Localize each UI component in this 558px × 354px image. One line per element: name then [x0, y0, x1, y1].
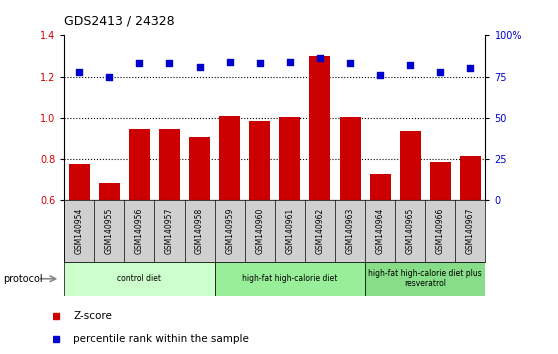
Bar: [69, 164, 90, 200]
Text: GSM140954: GSM140954: [75, 208, 84, 254]
Bar: [219, 116, 240, 200]
Bar: [365, 262, 485, 296]
Text: GSM140962: GSM140962: [315, 208, 324, 254]
Text: GSM140955: GSM140955: [105, 208, 114, 254]
Text: GSM140967: GSM140967: [466, 208, 475, 254]
Bar: [310, 56, 330, 200]
Point: [256, 61, 264, 66]
Bar: [215, 262, 365, 296]
Text: GSM140964: GSM140964: [376, 208, 384, 254]
Bar: [400, 131, 421, 200]
Text: GDS2413 / 24328: GDS2413 / 24328: [64, 14, 175, 27]
Text: GSM140960: GSM140960: [255, 208, 264, 254]
Text: GSM140961: GSM140961: [285, 208, 295, 254]
Bar: [249, 121, 270, 200]
Point: [165, 61, 174, 66]
Text: high-fat high-calorie diet plus
resveratrol: high-fat high-calorie diet plus resverat…: [368, 269, 482, 289]
Text: GSM140963: GSM140963: [345, 208, 354, 254]
Point: [345, 61, 354, 66]
Bar: [339, 117, 360, 200]
Text: GSM140966: GSM140966: [436, 208, 445, 254]
Text: Z-score: Z-score: [73, 310, 112, 321]
Bar: [430, 162, 451, 200]
Bar: [159, 129, 180, 200]
Point: [75, 69, 84, 74]
Text: GSM140956: GSM140956: [135, 208, 144, 254]
Bar: [280, 117, 300, 200]
Bar: [99, 183, 120, 200]
Text: high-fat high-calorie diet: high-fat high-calorie diet: [242, 274, 338, 283]
Text: control diet: control diet: [117, 274, 161, 283]
Bar: [189, 137, 210, 200]
Text: protocol: protocol: [3, 274, 42, 284]
Point: [135, 61, 144, 66]
Text: GSM140959: GSM140959: [225, 208, 234, 254]
Point: [105, 74, 114, 79]
Text: GSM140958: GSM140958: [195, 208, 204, 254]
Point: [285, 59, 294, 64]
Bar: [129, 129, 150, 200]
Point: [376, 72, 384, 78]
Point: [315, 56, 324, 61]
Point: [195, 64, 204, 69]
Point: [436, 69, 445, 74]
Bar: [64, 262, 215, 296]
Point: [406, 62, 415, 68]
Text: GSM140957: GSM140957: [165, 208, 174, 254]
Text: GSM140965: GSM140965: [406, 208, 415, 254]
Bar: [460, 156, 481, 200]
Point: [225, 59, 234, 64]
Bar: [369, 174, 391, 200]
Point: [466, 65, 475, 71]
Text: percentile rank within the sample: percentile rank within the sample: [73, 333, 249, 344]
